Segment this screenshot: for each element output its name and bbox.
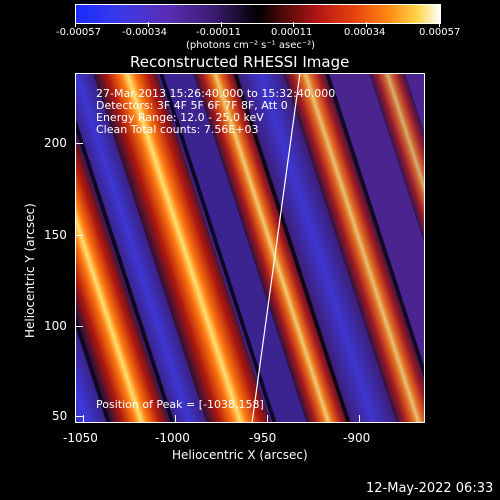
colorbar-tick-label: 0.00034 bbox=[344, 27, 386, 38]
colorbar-tick-label: -0.00011 bbox=[196, 27, 241, 38]
info-line-time: 27-Mar-2013 15:26:40.000 to 15:32:40.000 bbox=[96, 87, 336, 100]
x-tick-label: -900 bbox=[343, 431, 371, 445]
colorbar-units: (photons cm⁻² s⁻¹ asec⁻²) bbox=[186, 40, 316, 51]
x-axis-label: Heliocentric X (arcsec) bbox=[172, 448, 308, 462]
colorbar-tick-label: -0.00034 bbox=[122, 27, 167, 38]
colorbar-tick-label: -0.00057 bbox=[56, 27, 101, 38]
info-line-detectors: Detectors: 3F 4F 5F 6F 7F 8F, Att 0 bbox=[96, 99, 288, 112]
x-tick-label: -950 bbox=[249, 431, 277, 445]
y-tick-label: 100 bbox=[44, 319, 67, 333]
info-line-counts: Clean Total counts: 7.56E+03 bbox=[96, 123, 259, 136]
colorbar-tick-label: 0.00057 bbox=[419, 27, 461, 38]
rhessi-image bbox=[75, 73, 425, 423]
colorbar bbox=[75, 4, 441, 24]
plot-title: Reconstructed RHESSI Image bbox=[130, 53, 350, 71]
colorbar-tick-label: 0.00011 bbox=[271, 27, 313, 38]
y-tick-label: 150 bbox=[44, 228, 67, 242]
y-axis-label: Heliocentric Y (arcsec) bbox=[23, 203, 37, 338]
footer-timestamp: 12-May-2022 06:33 bbox=[366, 481, 494, 496]
y-tick-label: 200 bbox=[44, 136, 67, 150]
plot-frame bbox=[75, 73, 425, 423]
peak-position-label: Position of Peak = [-1038,158] bbox=[96, 398, 264, 411]
x-tick-label: -1000 bbox=[155, 431, 190, 445]
x-tick-label: -1050 bbox=[63, 431, 98, 445]
info-line-energy: Energy Range: 12.0 - 25.0 keV bbox=[96, 111, 264, 124]
y-tick-label: 50 bbox=[52, 409, 68, 423]
